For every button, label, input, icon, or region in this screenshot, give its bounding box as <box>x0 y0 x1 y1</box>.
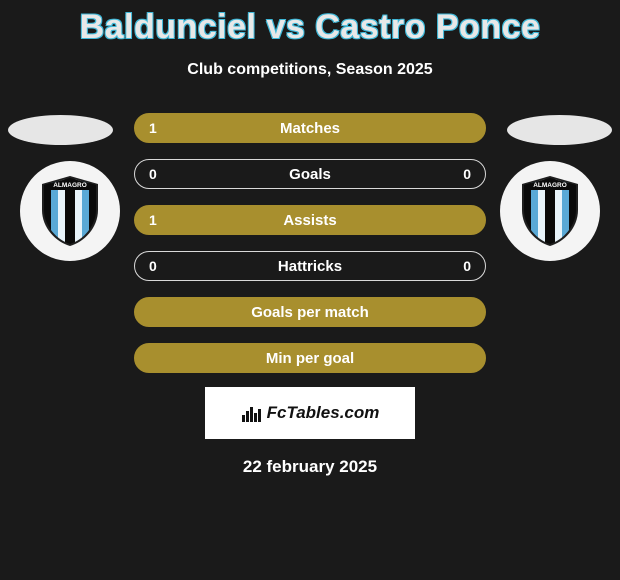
stat-label: Hattricks <box>278 258 342 275</box>
stat-label: Min per goal <box>266 350 354 367</box>
stats-area: ALMAGRO ALMAGRO 1 Matches 0 Goals 0 1 Assists 0… <box>0 113 620 373</box>
page-title: Baldunciel vs Castro Ponce <box>0 0 620 47</box>
date-text: 22 february 2025 <box>0 457 620 477</box>
stat-row: 0 Hattricks 0 <box>134 251 486 281</box>
shield-icon: ALMAGRO <box>38 174 102 248</box>
player1-name: Baldunciel <box>80 8 257 46</box>
stat-row: 0 Goals 0 <box>134 159 486 189</box>
shield-icon: ALMAGRO <box>518 174 582 248</box>
player2-ellipse <box>507 115 612 145</box>
brand-logo-icon <box>241 403 261 423</box>
stat-value-right: 0 <box>463 166 471 182</box>
player1-ellipse <box>8 115 113 145</box>
stat-value-left: 1 <box>149 120 157 136</box>
stat-value-left: 0 <box>149 258 157 274</box>
stat-row: Goals per match <box>134 297 486 327</box>
player1-club-badge: ALMAGRO <box>20 161 120 261</box>
brand-text: FcTables.com <box>267 403 380 423</box>
stats-rows: 1 Matches 0 Goals 0 1 Assists 0 Hattricks 0 Goals … <box>134 113 486 373</box>
stat-row: 1 Matches <box>134 113 486 143</box>
stat-value-left: 0 <box>149 166 157 182</box>
brand-box[interactable]: FcTables.com <box>205 387 415 439</box>
svg-text:ALMAGRO: ALMAGRO <box>533 182 567 189</box>
player2-club-badge: ALMAGRO <box>500 161 600 261</box>
subtitle: Club competitions, Season 2025 <box>0 61 620 79</box>
stat-value-right: 0 <box>463 258 471 274</box>
stat-label: Goals per match <box>251 304 369 321</box>
stat-label: Matches <box>280 120 340 137</box>
stat-label: Goals <box>289 166 331 183</box>
vs-text: vs <box>266 8 305 46</box>
stat-row: Min per goal <box>134 343 486 373</box>
svg-text:ALMAGRO: ALMAGRO <box>53 182 87 189</box>
stat-value-left: 1 <box>149 212 157 228</box>
stat-label: Assists <box>283 212 336 229</box>
stat-row: 1 Assists <box>134 205 486 235</box>
player2-name: Castro Ponce <box>315 8 540 46</box>
